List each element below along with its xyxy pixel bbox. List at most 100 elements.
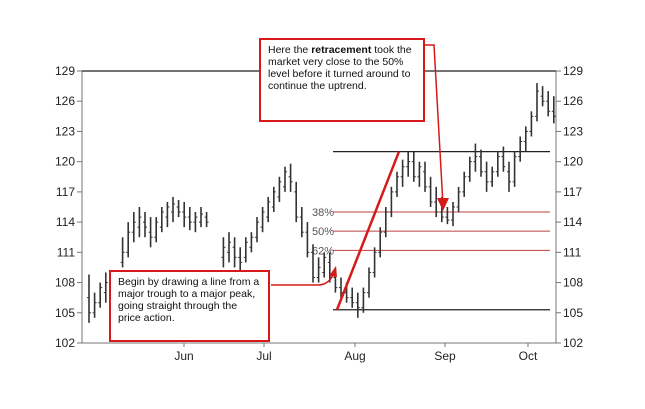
y-tick-label-left: 108 [55, 276, 75, 290]
price-bar [406, 151, 411, 177]
fib-level-label: 50% [312, 226, 334, 238]
x-tick-label: Oct [519, 349, 538, 363]
price-bar [378, 227, 383, 258]
price-bar [501, 146, 506, 172]
fib-level-label: 62% [312, 245, 334, 257]
price-bar [423, 161, 427, 192]
price-bar [187, 207, 192, 231]
price-bar [395, 171, 399, 197]
price-bar [512, 151, 517, 187]
y-tick-label-right: 102 [563, 336, 583, 350]
price-bar [283, 166, 287, 192]
price-bar [467, 156, 472, 182]
y-tick-label-left: 123 [55, 124, 75, 138]
y-tick-label-right: 117 [563, 185, 582, 199]
y-tick-label-right: 120 [563, 155, 583, 169]
trendline-annotation-text: Begin by drawing a line from a major tro… [118, 276, 260, 324]
annotation-arrows [271, 44, 449, 286]
price-bar [316, 257, 321, 283]
chart-axes: 102 102 105 105 108 108 111 111 114 114 117 117 120 1… [55, 64, 583, 363]
price-bar [535, 83, 539, 122]
price-bar [176, 199, 181, 218]
y-tick-label-left: 111 [57, 245, 76, 259]
price-bar [131, 212, 136, 243]
price-bar [193, 212, 198, 233]
price-bar [165, 201, 170, 228]
price-bar [445, 207, 450, 225]
price-bar [232, 237, 237, 268]
price-bar [148, 217, 153, 248]
price-bar [434, 186, 439, 218]
price-bar [260, 207, 265, 233]
y-tick-label-right: 111 [563, 245, 582, 259]
price-bar [103, 272, 108, 303]
y-tick-label-right: 123 [563, 124, 583, 138]
price-bar [495, 151, 500, 177]
retracement-arrow-line [425, 44, 444, 206]
retracement-annotation: Here the retracement took the market ver… [259, 38, 425, 122]
price-bar [299, 207, 304, 238]
price-bar [277, 176, 282, 202]
price-bar [507, 161, 511, 192]
price-bar [120, 237, 125, 268]
price-bar [159, 207, 164, 233]
price-bar [98, 282, 103, 308]
trendline [335, 151, 401, 311]
x-tick-label: Jul [256, 349, 271, 363]
price-bar [266, 196, 271, 223]
y-tick-label-left: 102 [55, 336, 75, 350]
price-bar [411, 151, 416, 182]
y-tick-label-right: 114 [563, 215, 582, 229]
y-tick-label-left: 105 [55, 306, 75, 320]
price-bar [484, 161, 489, 192]
price-bar [322, 252, 327, 278]
price-bar [529, 111, 534, 137]
price-bar [137, 207, 142, 238]
price-bar [227, 232, 231, 263]
x-tick-label: Sep [434, 349, 456, 363]
price-bar [255, 217, 259, 243]
price-bar [311, 244, 315, 283]
price-bar [305, 222, 310, 258]
price-bar [389, 186, 394, 218]
price-bar [221, 237, 226, 268]
fibonacci-levels: 38% 50% 62% [312, 207, 550, 257]
price-bar [182, 201, 187, 228]
price-bar [350, 287, 355, 308]
y-tick-label-right: 105 [563, 306, 583, 320]
y-tick-label-right: 126 [563, 94, 583, 108]
price-bar [417, 161, 422, 187]
price-bar [355, 292, 360, 318]
y-tick-label-left: 120 [55, 155, 75, 169]
y-tick-label-right: 129 [563, 64, 583, 78]
price-bar [523, 126, 528, 152]
price-bar [238, 247, 243, 273]
price-bar [372, 247, 377, 278]
y-tick-label-left: 114 [56, 215, 75, 229]
retracement-arrow-head [437, 198, 449, 211]
price-bar [143, 212, 147, 238]
price-bar [546, 91, 551, 117]
trendline-arrow-line [271, 274, 334, 286]
price-bar [199, 207, 203, 228]
price-bar [243, 237, 248, 263]
price-bar [473, 143, 478, 172]
price-bar [451, 201, 455, 227]
price-bar [462, 171, 467, 197]
trendline-arrow-head [329, 266, 337, 277]
y-tick-label-left: 126 [55, 94, 75, 108]
price-bar [540, 86, 545, 107]
price-bar [154, 217, 159, 243]
x-tick-label: Jun [174, 349, 193, 363]
price-bar [87, 274, 91, 323]
price-bar [204, 212, 209, 228]
fib-level-label: 38% [312, 207, 334, 219]
price-bar [288, 163, 293, 192]
price-bar [171, 196, 175, 223]
trendline-annotation: Begin by drawing a line from a major tro… [109, 270, 270, 342]
price-bar [92, 292, 97, 318]
price-bar [551, 96, 556, 124]
price-bar [400, 159, 405, 187]
trendline-layer [335, 151, 401, 311]
price-bar [428, 176, 433, 207]
